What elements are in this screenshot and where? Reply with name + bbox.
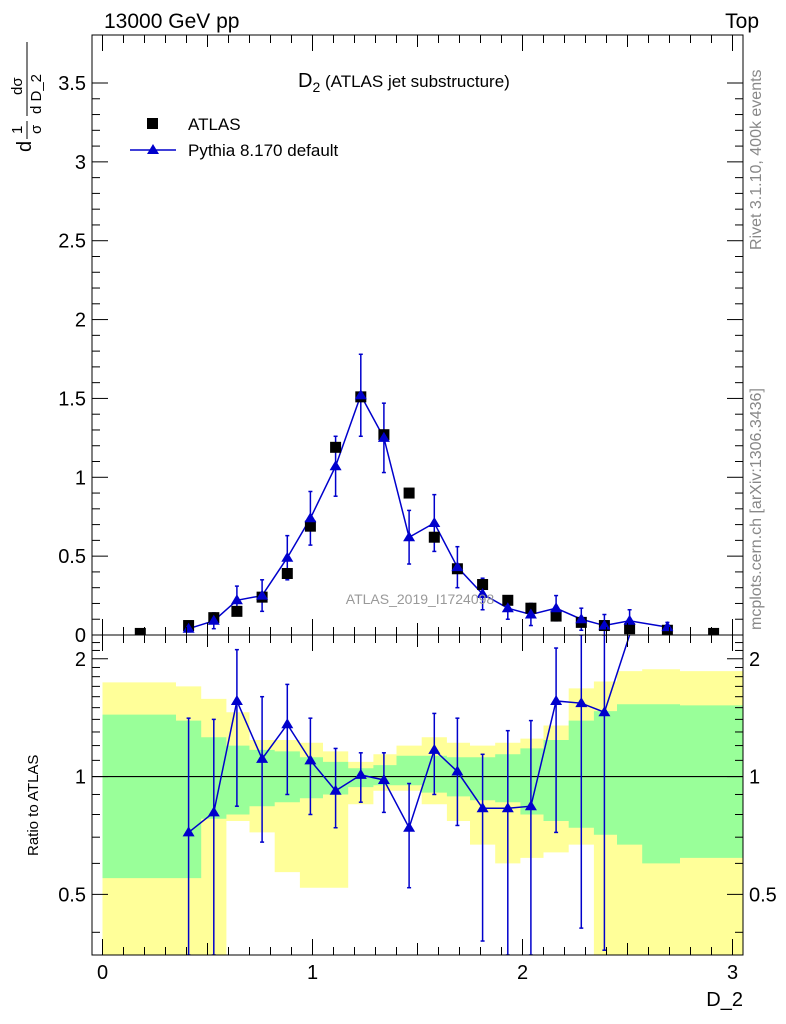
mcplots-source-label: mcplots.cern.ch [arXiv:1306.3436]	[748, 388, 765, 630]
atlas-data-point	[281, 567, 293, 579]
ratio-data-point	[575, 697, 588, 708]
ratio-xtick-label: 1	[307, 962, 318, 984]
ratio-data-point	[524, 800, 537, 811]
ylabel-dsigma: dσ	[9, 77, 26, 95]
ylabel-d: d	[14, 141, 36, 152]
ratio-ytick-label-right: 0.5	[749, 884, 777, 906]
pythia-data-point	[256, 589, 269, 600]
ratio-data-point	[550, 694, 563, 705]
ratio-ytick-label: 0.5	[58, 884, 86, 906]
ratio-ytick-label-right: 1	[749, 767, 760, 789]
analysis-watermark: ATLAS_2019_I1724098	[346, 591, 495, 607]
pythia-data-point	[575, 613, 588, 624]
main-ytick-label: 1.5	[58, 388, 86, 410]
main-ytick-label: 0	[75, 625, 86, 647]
atlas-data-point	[330, 441, 342, 453]
plot-title: D2 (ATLAS jet substructure)	[298, 70, 510, 95]
ratio-data-point	[182, 826, 195, 837]
atlas-data-point	[550, 610, 562, 622]
ylabel-frac-sigma: σ	[28, 124, 45, 134]
main-ytick-label: 3.5	[58, 73, 86, 95]
pythia-data-point	[524, 608, 537, 619]
pythia-data-point	[377, 431, 390, 442]
legend-pythia-marker	[147, 144, 159, 154]
pythia-data-point	[281, 551, 294, 562]
ratio-uncertainty-bands	[102, 669, 743, 955]
ratio-xtick-label: 0	[97, 962, 108, 984]
ratio-data-point	[230, 694, 243, 705]
main-axes: 0 0.5 1 1.5 2 2.5 3 3.5	[58, 34, 744, 647]
atlas-data-point	[134, 627, 146, 635]
pythia-data-point	[403, 531, 416, 542]
legend-atlas-label: ATLAS	[188, 115, 241, 134]
ratio-data-point	[598, 706, 611, 717]
ratio-data-point	[403, 821, 416, 832]
atlas-data-point	[525, 602, 537, 614]
ratio-xtick-label: 3	[727, 962, 738, 984]
ylabel-dvar: d D_2	[28, 74, 45, 114]
ratio-plot-area	[92, 635, 743, 955]
ratio-ytick-label-right: 2	[749, 649, 760, 671]
atlas-data-point	[477, 579, 489, 591]
legend-pythia-label: Pythia 8.170 default	[188, 141, 339, 160]
pythia-data-point	[428, 517, 441, 528]
ratio-data-point	[207, 806, 220, 817]
atlas-data-point	[428, 531, 440, 543]
ratio-data-point	[476, 802, 489, 813]
main-y-axis-label: d 1 σ dσ d D_2	[9, 42, 45, 152]
ratio-inner-band	[102, 704, 743, 879]
plot-title-subscript: 2	[312, 79, 320, 95]
pythia-data-point	[304, 512, 317, 523]
ratio-data-point	[304, 754, 317, 765]
ratio-data-point	[377, 773, 390, 784]
atlas-data-point	[403, 487, 415, 499]
atlas-data-point	[502, 594, 514, 606]
plot-title-rest: (ATLAS jet substructure)	[320, 72, 510, 91]
pythia-data-point	[550, 602, 563, 613]
legend: ATLAS Pythia 8.170 default	[130, 115, 339, 160]
ratio-ytick-label: 1	[75, 767, 86, 789]
main-ytick-label: 2	[75, 310, 86, 332]
ratio-data-point	[428, 743, 441, 754]
atlas-data-point	[708, 627, 720, 635]
pythia-data-point	[182, 622, 195, 633]
pythia-data-point	[476, 587, 489, 598]
pythia-data-point	[598, 619, 611, 630]
legend-atlas-marker	[147, 118, 158, 129]
pythia-data-point	[623, 614, 636, 625]
pythia-data-point	[329, 460, 342, 471]
atlas-data-point	[231, 605, 243, 617]
atlas-data-point	[304, 520, 316, 532]
header-right-label: Top	[725, 10, 759, 33]
ylabel-frac-num: 1	[9, 126, 26, 134]
ratio-data-point	[329, 784, 342, 795]
pythia-data-point	[354, 389, 367, 400]
x-axis-label: D_2	[706, 989, 743, 1011]
main-ytick-label: 1	[75, 467, 86, 489]
main-ytick-label: 0.5	[58, 546, 86, 568]
rivet-version-label: Rivet 3.1.10, 400k events	[748, 69, 765, 250]
plot-title-main: D	[298, 70, 312, 92]
pythia-data-point	[230, 594, 243, 605]
ratio-data-point	[256, 752, 269, 763]
pythia-data-point	[661, 621, 674, 632]
ratio-data-point	[354, 768, 367, 779]
pythia-data-point	[451, 561, 464, 572]
ratio-data-point	[501, 802, 514, 813]
main-plot-area	[134, 353, 720, 635]
ratio-xtick-label: 2	[517, 962, 528, 984]
pythia-data-point	[501, 602, 514, 613]
ratio-data-point	[281, 718, 294, 729]
main-ytick-label: 3	[75, 152, 86, 174]
ratio-y-axis-label: Ratio to ATLAS	[25, 755, 42, 856]
atlas-data-point	[624, 623, 636, 635]
header-left-label: 13000 GeV pp	[104, 10, 239, 33]
ratio-ytick-label: 2	[75, 649, 86, 671]
ratio-data-point	[451, 765, 464, 776]
pythia-data-point	[207, 614, 220, 625]
main-ytick-label: 2.5	[58, 231, 86, 253]
